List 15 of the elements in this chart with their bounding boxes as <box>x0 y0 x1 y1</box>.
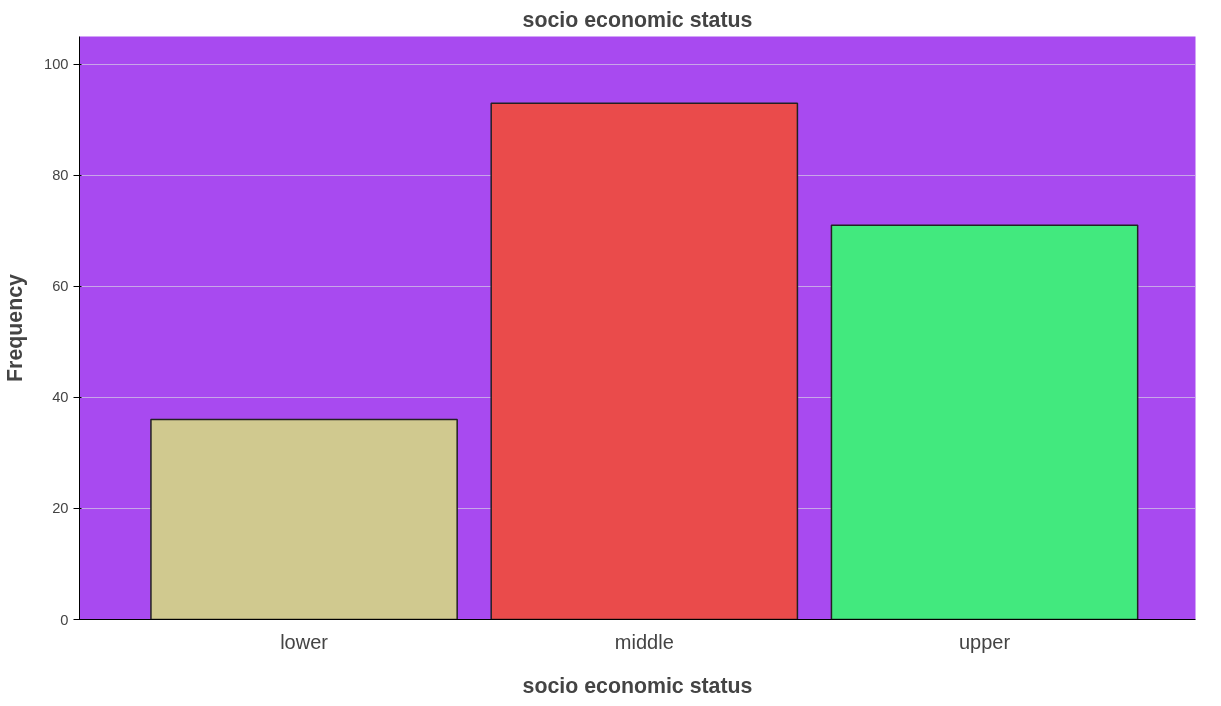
bar <box>830 224 1139 620</box>
x-tick-label: lower <box>280 630 329 653</box>
y-tick-label: 80 <box>52 167 69 184</box>
y-tick-label: 20 <box>52 500 69 517</box>
x-tick-label: upper <box>958 630 1011 653</box>
y-axis-title: Frequency <box>3 273 28 382</box>
chart-title: socio economic status <box>522 7 753 32</box>
y-tick-label: 40 <box>52 389 69 406</box>
bar <box>150 418 458 620</box>
x-tick-label: middle <box>614 630 674 653</box>
y-tick-label: 100 <box>44 56 69 73</box>
y-tick-label: 0 <box>60 611 69 628</box>
x-axis-title: socio economic status <box>522 673 753 698</box>
y-tick-label: 60 <box>52 278 69 295</box>
bar <box>490 102 799 620</box>
